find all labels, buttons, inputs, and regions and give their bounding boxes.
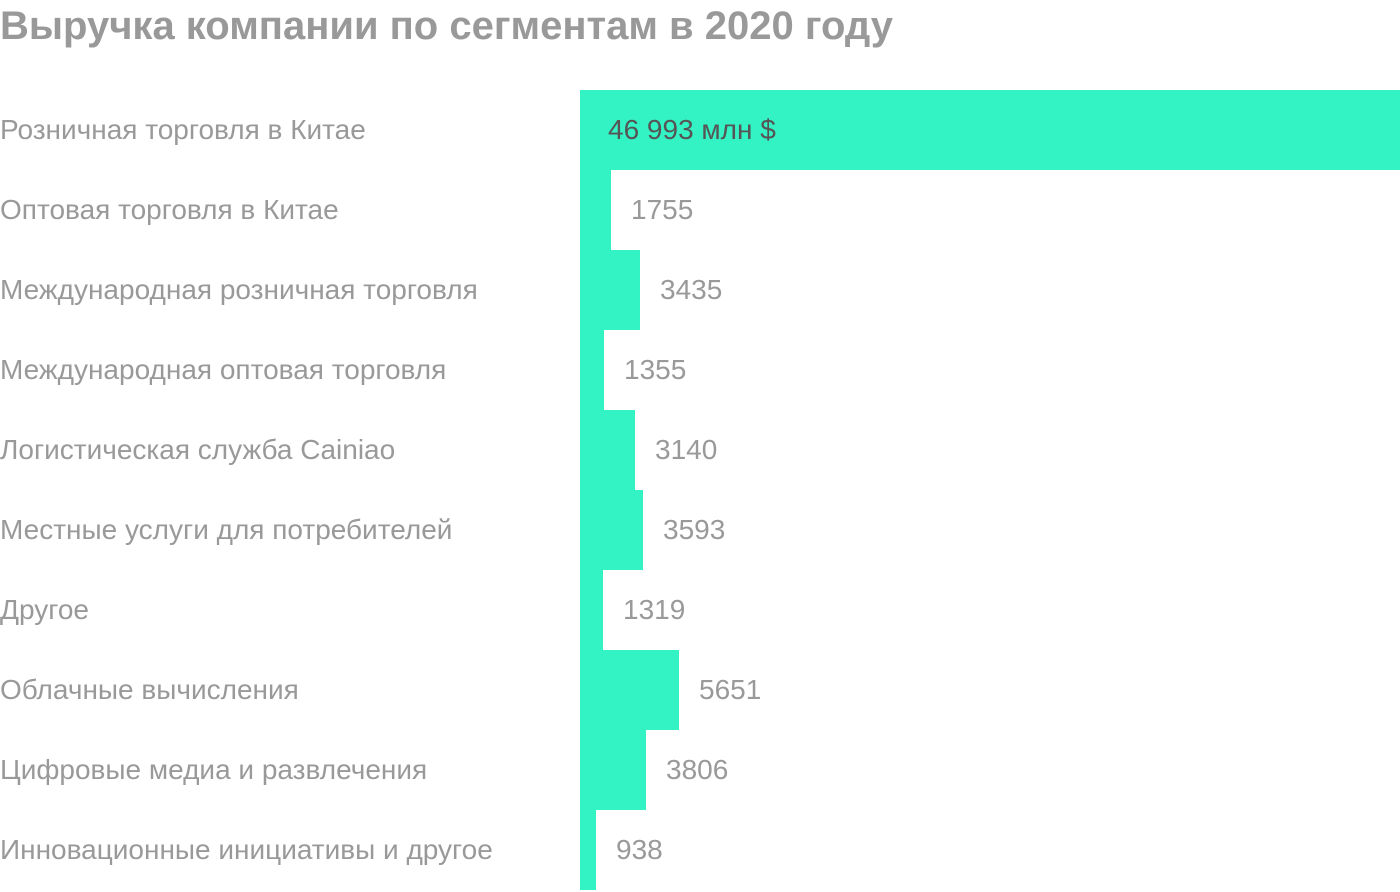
bar <box>580 810 596 890</box>
value-label: 1755 <box>631 194 694 225</box>
bar <box>580 90 1400 170</box>
value-label: 46 993 млн $ <box>608 114 776 145</box>
category-label: Другое <box>0 594 89 625</box>
bar <box>580 170 611 250</box>
bar <box>580 490 643 570</box>
category-label: Инновационные инициативы и другое <box>0 834 493 865</box>
category-label: Оптовая торговля в Китае <box>0 194 339 225</box>
value-label: 1355 <box>624 354 687 385</box>
bar <box>580 250 640 330</box>
category-label: Международная оптовая торговля <box>0 354 447 385</box>
category-label: Местные услуги для потребителей <box>0 514 453 545</box>
bar-chart: Розничная торговля в Китае 46 993 млн $ Оп… <box>0 90 1400 890</box>
category-label: Розничная торговля в Китае <box>0 114 366 145</box>
value-label: 3593 <box>663 514 726 545</box>
category-label: Цифровые медиа и развлечения <box>0 754 428 785</box>
bar <box>580 410 635 490</box>
category-label: Логистическая служба Cainiao <box>0 434 396 465</box>
category-label: Международная розничная торговля <box>0 274 478 305</box>
bar <box>580 730 646 810</box>
bar <box>580 570 603 650</box>
value-label: 938 <box>616 834 663 865</box>
value-label: 1319 <box>623 594 686 625</box>
chart-title: Выручка компании по сегментам в 2020 год… <box>0 4 894 48</box>
category-label: Облачные вычисления <box>0 674 299 705</box>
value-label: 3435 <box>660 274 723 305</box>
value-label: 3140 <box>655 434 718 465</box>
bar <box>580 330 604 410</box>
value-label: 3806 <box>666 754 729 785</box>
bar <box>580 650 679 730</box>
value-label: 5651 <box>699 674 762 705</box>
